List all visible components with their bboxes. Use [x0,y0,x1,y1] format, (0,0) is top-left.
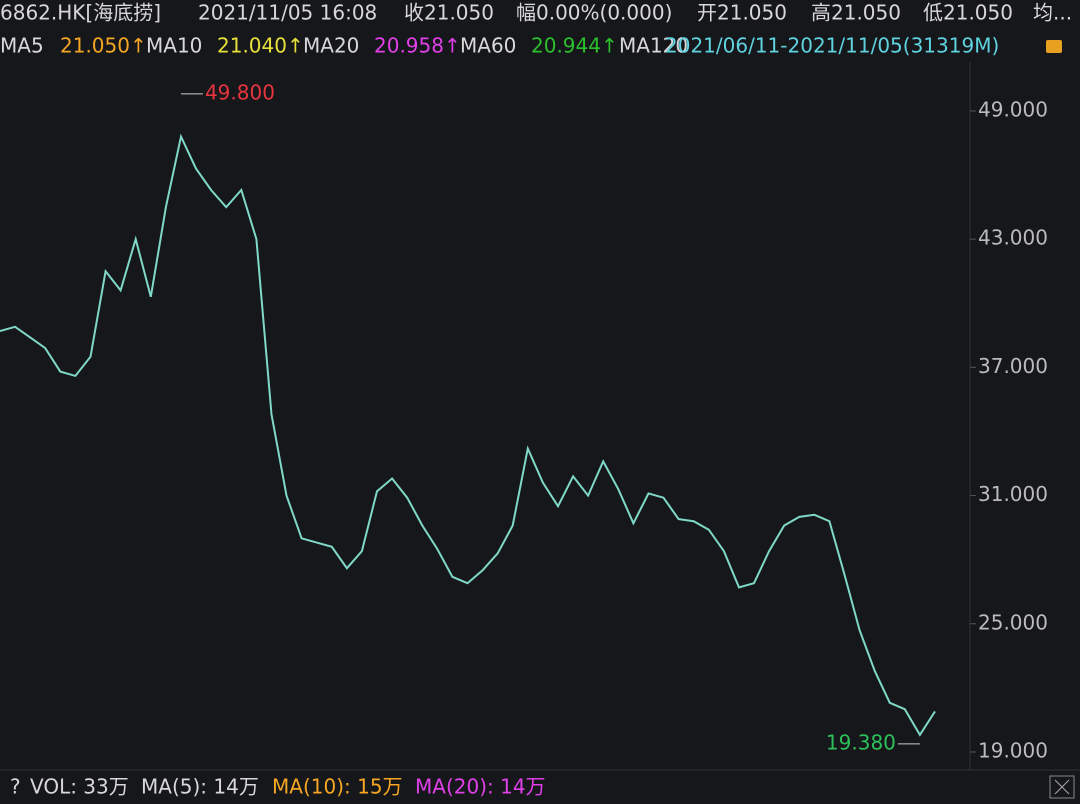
close-x [1054,779,1070,795]
y-tick-label: 31.000 [978,482,1048,506]
avg: 均... [1033,1,1072,25]
annotation-label: 49.800 [205,80,275,104]
y-tick-label: 43.000 [978,226,1048,250]
vol-ma20: MA(20): 14万 [415,775,546,799]
indicator-value: 21.040↑ [217,34,304,58]
indicator-value: 20.944↑ [531,34,618,58]
indicator-name: MA20 [303,34,359,58]
vol-ma10: MA(10): 15万 [272,775,403,799]
open: 开21.050 [697,1,787,25]
y-tick-label: 19.000 [978,738,1048,762]
vol-ma5: MA(5): 14万 [141,775,259,799]
lock-icon[interactable] [1046,40,1062,53]
indicator-name: MA10 [146,34,202,58]
y-tick-label: 37.000 [978,354,1048,378]
indicator-name: MA60 [460,34,516,58]
price-line [0,133,936,737]
indicator-value: 20.958↑ [374,34,461,58]
indicator-name: MA5 [0,34,44,58]
close: 收21.050 [404,1,494,25]
indicator-name: MA120 [619,34,688,58]
vol: VOL: 33万 [30,775,129,799]
close-button[interactable] [1049,775,1075,799]
datetime: 2021/11/05 16:08 [198,1,377,25]
symbol: 6862.HK[海底捞] [0,1,161,25]
low: 低21.050 [923,1,1013,25]
indicator-value: 21.050↑ [60,34,147,58]
y-tick-label: 49.000 [978,97,1048,121]
help[interactable]: ? [10,775,21,799]
annotation-label: 19.380 [826,730,896,754]
high: 高21.050 [811,1,901,25]
indicator-value: 2021/06/11-2021/11/05(31319M) [665,34,999,58]
change: 幅0.00%(0.000) [516,1,672,25]
y-tick-label: 25.000 [978,610,1048,634]
